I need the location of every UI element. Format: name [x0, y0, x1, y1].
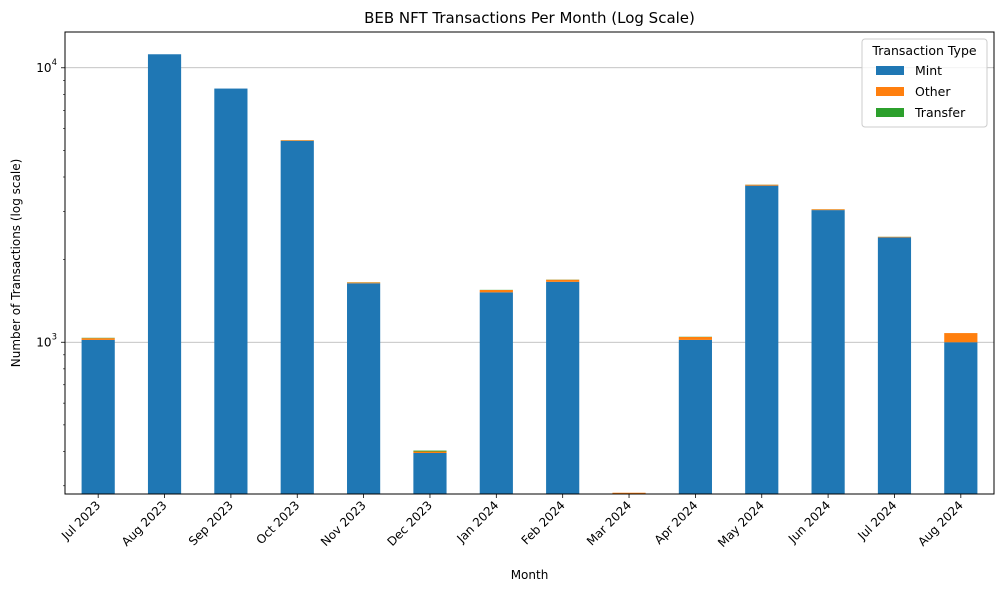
bar-other-jun-2024 — [811, 209, 845, 211]
legend-items: Mint Other Transfer — [876, 63, 966, 120]
x-tick-label: Jul 2023 — [58, 498, 103, 543]
bar-mint-sep-2023 — [214, 88, 248, 494]
bar-other-jan-2024 — [479, 290, 513, 293]
bar-mint-feb-2024 — [546, 281, 580, 494]
bar-mint-jan-2024 — [479, 292, 513, 494]
x-tick-label: Mar 2024 — [584, 498, 634, 548]
bar-transfer-dec-2023 — [413, 450, 447, 452]
bar-other-may-2024 — [745, 184, 779, 186]
x-tick-label: Aug 2023 — [119, 498, 170, 549]
chart-title: BEB NFT Transactions Per Month (Log Scal… — [364, 9, 695, 27]
x-tick-label: Sep 2023 — [186, 498, 236, 548]
bar-other-apr-2024 — [678, 337, 712, 340]
bar-mint-aug-2024 — [944, 342, 978, 494]
bar-other-feb-2024 — [546, 279, 580, 282]
bar-other-jul-2023 — [81, 338, 115, 340]
bar-mint-oct-2023 — [280, 140, 314, 494]
legend-label-transfer: Transfer — [914, 105, 966, 120]
bar-mint-nov-2023 — [347, 283, 381, 494]
x-tick-label: Dec 2023 — [384, 498, 435, 549]
bar-mint-apr-2024 — [678, 339, 712, 494]
x-tick-label: Jul 2024 — [854, 498, 899, 543]
x-tick-label: Nov 2023 — [318, 498, 369, 549]
bar-mint-dec-2023 — [413, 452, 447, 494]
x-tick-label: Apr 2024 — [652, 498, 701, 547]
y-axis-title: Number of Transactions (log scale) — [9, 159, 23, 368]
bar-other-jul-2024 — [877, 236, 912, 238]
legend: Transaction Type Mint Other Transfer — [861, 38, 988, 128]
y-tick-label: 103 — [36, 332, 57, 349]
bar-mint-jun-2024 — [811, 210, 845, 494]
legend-box — [861, 38, 988, 128]
bar-other-mar-2024 — [612, 492, 646, 494]
legend-label-mint: Mint — [915, 63, 942, 78]
bar-other-dec-2023 — [413, 451, 447, 453]
y-tick-label: 104 — [36, 58, 57, 75]
legend-title: Transaction Type — [871, 43, 977, 58]
x-axis-title: Month — [511, 568, 549, 582]
x-tick-label: Feb 2024 — [519, 498, 568, 547]
x-tick-label: Aug 2024 — [915, 498, 966, 549]
legend-swatch-transfer — [876, 108, 904, 117]
legend-swatch-mint — [876, 66, 904, 75]
x-tick-label: Jan 2024 — [453, 498, 501, 546]
bar-other-nov-2023 — [347, 282, 381, 284]
bar-mint-jul-2023 — [81, 339, 115, 494]
legend-swatch-other — [876, 87, 904, 96]
grid-layer — [65, 67, 994, 343]
bar-other-aug-2024 — [944, 333, 978, 343]
legend-label-other: Other — [915, 84, 951, 99]
x-tick-label: May 2024 — [715, 498, 767, 550]
x-tick-label: Oct 2023 — [254, 498, 303, 547]
plot-frame — [64, 31, 995, 495]
bar-mint-jul-2024 — [877, 237, 912, 494]
bars-layer — [81, 54, 978, 495]
bar-other-oct-2023 — [280, 140, 314, 141]
bar-mint-may-2024 — [745, 185, 779, 494]
x-tick-label: Jun 2024 — [785, 498, 833, 546]
bar-mint-aug-2023 — [147, 54, 182, 495]
